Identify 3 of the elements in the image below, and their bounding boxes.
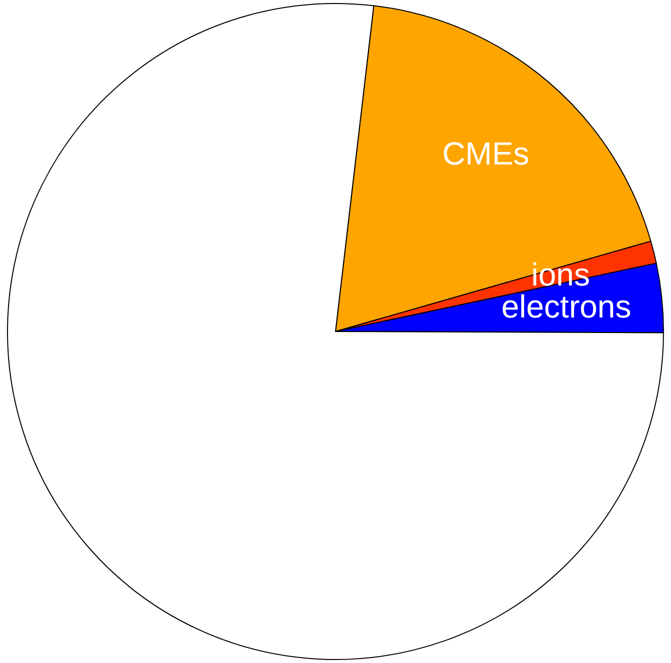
- slice-label: CMEs: [442, 136, 530, 172]
- pie-slice: [7, 3, 664, 660]
- slice-label: electrons: [501, 288, 632, 325]
